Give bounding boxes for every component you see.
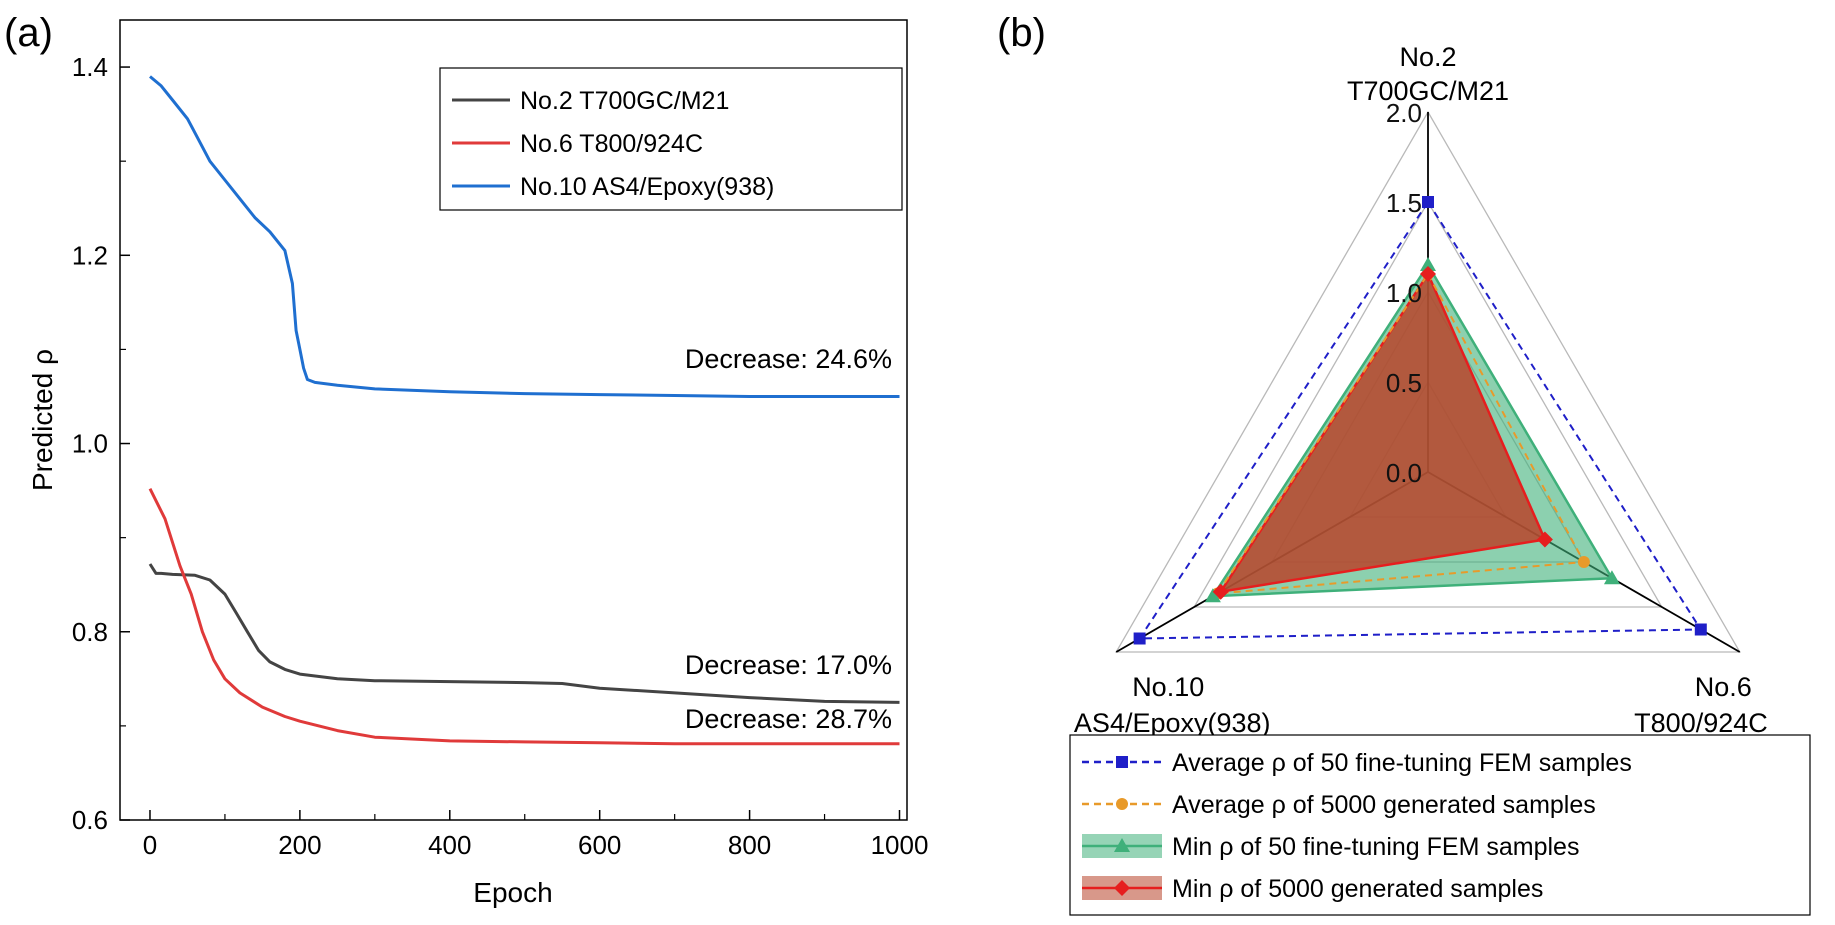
- series-line-2: [149, 75, 900, 398]
- radar-point-3: [1420, 266, 1436, 282]
- legend: No.2 T700GC/M21 No.6 T800/924C No.10 AS4/E…: [439, 67, 903, 211]
- radar-chart-panel: (b) 0.0 0.5 1.0 1.5 2.0 No.2 T700GC/M21 No.6 T8…: [997, 11, 1811, 916]
- legend-label: Min ρ of 50 fine-tuning FEM samples: [1172, 833, 1579, 861]
- radar-point-2: [1603, 570, 1620, 585]
- radar-axis-label: AS4/Epoxy(938): [1074, 708, 1271, 738]
- legend-marker: [1116, 756, 1128, 768]
- legend-label: No.6 T800/924C: [520, 130, 703, 158]
- legend-label: Average ρ of 50 fine-tuning FEM samples: [1172, 749, 1632, 777]
- radar-ring-label: 1.5: [1386, 188, 1422, 218]
- y-tick-label: 1.2: [72, 240, 108, 270]
- radar-ring: [1193, 200, 1663, 608]
- radar-point-3: [1212, 583, 1229, 600]
- radar-point-3: [1536, 531, 1553, 548]
- legend-marker: [1114, 838, 1130, 852]
- decrease-annotation: Decrease: 17.0%: [685, 650, 892, 680]
- annotations: Decrease: 24.6% Decrease: 17.0% Decrease: …: [685, 344, 892, 734]
- radar-point-1: [1577, 556, 1590, 568]
- legend: Average ρ of 50 fine-tuning FEM samples A…: [1069, 734, 1811, 916]
- y-tick-label: 0.8: [72, 617, 108, 647]
- radar-point-0: [1694, 623, 1707, 636]
- plot-frame: [119, 19, 908, 821]
- legend-label: No.2 T700GC/M21: [520, 87, 729, 115]
- radar-point-2: [1204, 588, 1221, 603]
- x-tick-label: 600: [578, 830, 621, 860]
- radar-ring-label: 2.0: [1386, 98, 1422, 128]
- series-line-1: [148, 488, 900, 746]
- y-axis-label: Predicted ρ: [27, 349, 58, 491]
- radar-series: [1133, 196, 1707, 645]
- radar-ring-label: 0.5: [1386, 368, 1422, 398]
- legend-box: [1069, 734, 1811, 916]
- radar-axis-labels: No.2 T700GC/M21 No.6 T800/924C No.10 AS4/Epox…: [1074, 42, 1768, 738]
- legend-label: Average ρ of 5000 generated samples: [1172, 791, 1596, 819]
- series-lines: [148, 75, 900, 746]
- decrease-annotation: Decrease: 28.7%: [685, 704, 892, 734]
- line-chart-panel: (a) 0 200 400 600 800 1000 0.6 0.8 1.0 1.2 1.4 Dec…: [4, 11, 928, 908]
- panel-b-label: (b): [997, 11, 1046, 55]
- legend-marker: [1114, 880, 1130, 896]
- x-tick-label: 400: [428, 830, 471, 860]
- radar-ring-label: 1.0: [1386, 278, 1422, 308]
- decrease-annotation: Decrease: 24.6%: [685, 344, 892, 374]
- radar-axis-label: No.6: [1695, 672, 1752, 702]
- x-axis-label: Epoch: [473, 877, 552, 908]
- legend-label: No.10 AS4/Epoxy(938): [520, 173, 774, 201]
- radar-axis-label: No.10: [1132, 672, 1204, 702]
- radar-axis-label: T700GC/M21: [1347, 76, 1509, 106]
- radar-ring-labels: 0.0 0.5 1.0 1.5 2.0: [1386, 98, 1422, 488]
- panel-a-label: (a): [4, 11, 53, 55]
- legend-box: [439, 67, 903, 211]
- legend-label: Min ρ of 5000 generated samples: [1172, 875, 1543, 903]
- y-tick-label: 0.6: [72, 805, 108, 835]
- radar-point-0: [1133, 632, 1146, 645]
- radar-axis-label: T800/924C: [1634, 708, 1768, 738]
- radar-axis-label: No.2: [1399, 42, 1456, 72]
- x-tick-label: 0: [143, 830, 157, 860]
- radar-ring: [1115, 110, 1741, 653]
- x-tick-label: 800: [728, 830, 771, 860]
- legend-marker: [1116, 798, 1128, 810]
- radar-ring-label: 0.0: [1386, 458, 1422, 488]
- x-tick-label: 200: [278, 830, 321, 860]
- radar-point-0: [1422, 196, 1434, 208]
- y-tick-label: 1.0: [72, 429, 108, 459]
- radar-series-polygon-3: [1218, 271, 1547, 594]
- radar-point-2: [1420, 257, 1436, 271]
- axis-ticks: 0 200 400 600 800 1000 0.6 0.8 1.0 1.2 1.4: [72, 52, 929, 860]
- radar-series-polygon-0: [1137, 200, 1703, 640]
- y-tick-label: 1.4: [72, 52, 108, 82]
- x-tick-label: 1000: [871, 830, 929, 860]
- series-line-0: [148, 563, 900, 704]
